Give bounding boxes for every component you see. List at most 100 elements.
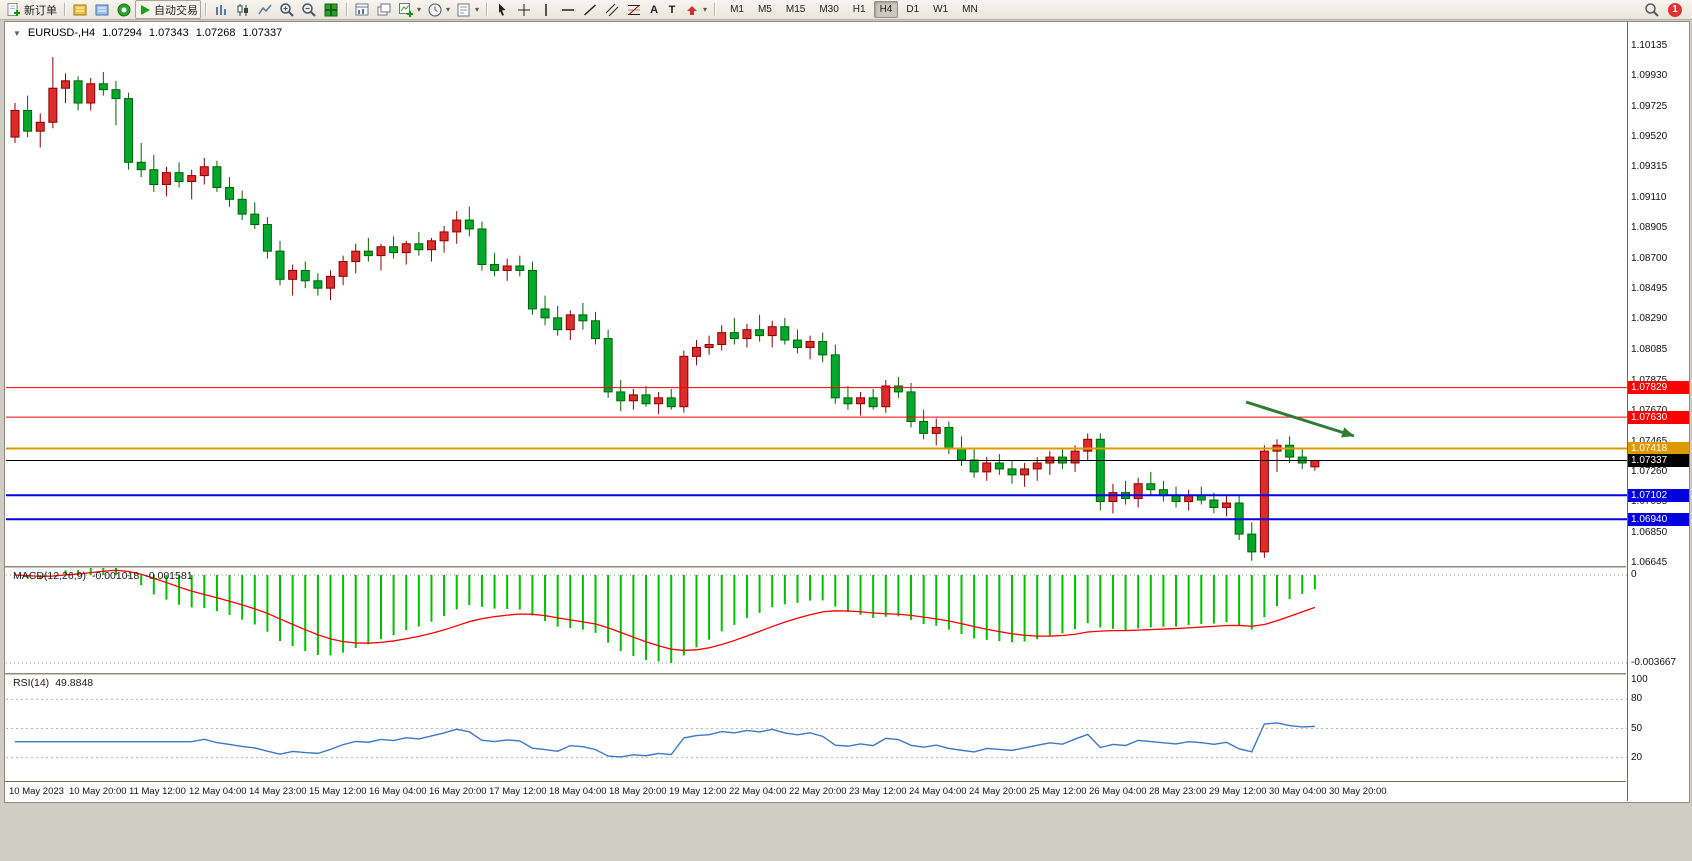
crosshair-tool-button[interactable] [513, 0, 535, 19]
data-window-icon [95, 4, 109, 15]
toolbar-separator [714, 3, 716, 16]
vertical-line-tool-button[interactable] [535, 0, 557, 19]
new-order-icon [7, 2, 20, 16]
text-tool-button[interactable]: A [645, 0, 663, 19]
zoom-in-button[interactable] [276, 0, 298, 19]
periods-button[interactable]: ▾ [424, 0, 453, 19]
candlestick-chart[interactable] [6, 23, 1627, 566]
time-axis-label: 19 May 12:00 [669, 786, 727, 797]
tile-windows-button[interactable] [320, 0, 342, 19]
price-line-label: 1.07630 [1628, 410, 1689, 424]
price-axis-label: 1.07875 [1631, 375, 1667, 386]
candlestick-chart-button[interactable] [232, 0, 254, 19]
time-axis-label: 11 May 12:00 [129, 786, 186, 797]
price-line-label: 1.07337 [1628, 453, 1689, 467]
timeframe-m1-button[interactable]: M1 [730, 4, 744, 15]
templates-button[interactable]: ▾ [453, 0, 482, 19]
macd-name: MACD(12,26,9) [13, 570, 86, 582]
toolbar-right-group: 1 [1644, 2, 1692, 18]
price-axis-label: 1.10135 [1631, 40, 1668, 51]
price-axis-label: 1.07465 [1631, 436, 1667, 447]
timeframe-m5-button[interactable]: M5 [757, 4, 772, 15]
navigator-icon [117, 3, 131, 16]
template-icon [457, 3, 470, 16]
market-watch-icon [73, 4, 87, 15]
cursor-tool-button[interactable] [491, 0, 513, 19]
macd-label: MACD(12,26,9) -0.001018 -0.001581 [13, 570, 193, 582]
time-axis-label: 24 May 04:00 [909, 786, 967, 797]
macd-pane[interactable] [6, 568, 1627, 673]
timeframe-m15-button[interactable]: M15 [785, 4, 806, 15]
price-axis-label: 1.06850 [1631, 526, 1668, 538]
time-axis-label: 26 May 04:00 [1089, 786, 1147, 797]
navigator-button[interactable] [113, 0, 135, 19]
cascade-windows-icon [377, 3, 391, 15]
price-line-label: 1.07829 [1628, 381, 1689, 395]
time-axis-label: 18 May 04:00 [549, 786, 607, 797]
time-axis[interactable]: 10 May 2023 10 May 20:00 11 May 12:00 12 Ma… [5, 781, 1626, 802]
new-order-label: 新订单 [24, 4, 57, 17]
cascade-windows-button[interactable] [373, 0, 395, 19]
time-axis-label: 10 May 20:00 [69, 786, 127, 797]
chevron-down-icon: ▾ [417, 4, 422, 14]
data-window-button[interactable] [91, 0, 113, 19]
fibonacci-tool-button[interactable] [623, 0, 645, 19]
symbol-dropdown-icon[interactable]: ▼ [13, 28, 21, 38]
channel-tool-button[interactable] [601, 0, 623, 19]
bar-chart-button[interactable] [210, 0, 232, 19]
vertical-line-icon [545, 3, 547, 16]
line-chart-button[interactable] [254, 0, 276, 19]
time-axis-label: 30 May 20:00 [1329, 786, 1387, 797]
chevron-down-icon: ▾ [475, 4, 480, 14]
cursor-icon [499, 3, 506, 16]
time-axis-label: 30 May 04:00 [1269, 786, 1327, 797]
arrange-windows-button[interactable] [351, 0, 373, 19]
trendline-tool-button[interactable] [579, 0, 601, 19]
arrange-windows-icon [355, 3, 369, 15]
autotrading-play-icon [141, 4, 150, 15]
timeframe-mn-button[interactable]: MN [962, 4, 978, 15]
macd-scale-label: -0.003667 [1631, 657, 1677, 668]
ohlc-open: 1.07294 [102, 27, 142, 39]
zoom-out-button[interactable] [298, 0, 320, 19]
equidistant-channel-icon [605, 3, 619, 16]
time-axis-label: 10 May 2023 [9, 786, 64, 797]
indicators-button[interactable]: ▾ [395, 0, 424, 19]
timeframe-w1-button[interactable]: W1 [933, 4, 949, 15]
zoom-out-icon [302, 2, 316, 17]
crosshair-icon [518, 3, 531, 16]
market-watch-button[interactable] [69, 0, 91, 19]
price-axis[interactable]: 1.10135 1.09930 1.09725 1.09520 1.09315 1.091… [1627, 22, 1689, 801]
trendline-icon [584, 3, 597, 16]
notification-badge[interactable]: 1 [1668, 2, 1682, 17]
autotrading-button[interactable]: 自动交易 [135, 0, 201, 19]
timeframe-d1-button[interactable]: D1 [906, 4, 920, 15]
macd-value-main: -0.001018 [91, 570, 140, 582]
time-axis-label: 23 May 12:00 [849, 786, 907, 797]
timeframe-h1-button[interactable]: H1 [852, 4, 866, 15]
timeframe-h4-button[interactable]: H4 [873, 1, 899, 18]
rsi-pane[interactable] [6, 675, 1627, 781]
horizontal-line-tool-button[interactable] [557, 0, 579, 19]
timeframe-buttons: M1 M5 M15 M30 H1 H4 D1 W1 MN [723, 1, 985, 18]
search-icon[interactable] [1644, 2, 1660, 18]
time-axis-label: 22 May 20:00 [789, 786, 847, 797]
chart-window: ▼ EURUSD-,H4 1.07294 1.07343 1.07268 1.0… [4, 21, 1690, 803]
label-tool-button[interactable]: T [663, 0, 681, 19]
ohlc-high: 1.07343 [148, 27, 189, 39]
ohlc-close: 1.07337 [242, 27, 283, 39]
new-order-button[interactable]: 新订单 [3, 0, 60, 19]
arrows-tool-button[interactable]: ▾ [681, 0, 710, 19]
price-axis-label: 1.08700 [1631, 252, 1668, 264]
pane-separator[interactable] [5, 673, 1626, 675]
timeframe-m30-button[interactable]: M30 [819, 4, 839, 15]
pane-separator[interactable] [5, 566, 1626, 568]
price-axis-label: 1.09520 [1631, 131, 1668, 143]
time-axis-label: 17 May 12:00 [489, 786, 547, 797]
macd-scale-label: 0 [1631, 569, 1637, 580]
rsi-name: RSI(14) [13, 677, 50, 689]
rsi-label: RSI(14) 49.8848 [13, 677, 93, 689]
ohlc-low: 1.07268 [195, 27, 236, 39]
price-axis-label: 1.08495 [1631, 282, 1668, 294]
rsi-value: 49.8848 [55, 677, 94, 689]
